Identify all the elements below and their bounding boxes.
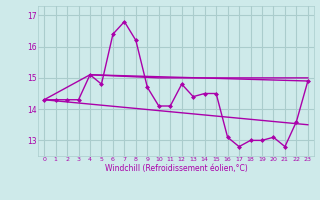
X-axis label: Windchill (Refroidissement éolien,°C): Windchill (Refroidissement éolien,°C) [105,164,247,173]
